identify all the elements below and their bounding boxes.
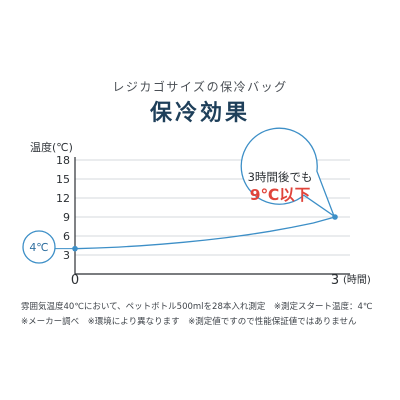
y-tick-label-12: 12 xyxy=(56,192,70,205)
start-callout-label: 4℃ xyxy=(29,241,48,254)
start-callout: 4℃ xyxy=(22,230,75,264)
end-callout-label-line1: 3時間後でも xyxy=(248,170,313,184)
x-tick-label-0: 0 xyxy=(71,273,79,288)
y-tick-label-15: 15 xyxy=(56,173,70,186)
y-tick-label-6: 6 xyxy=(63,230,70,243)
y-tick-labels: 3 6 9 12 15 18 xyxy=(56,154,70,262)
start-callout-bubble xyxy=(22,230,56,264)
series-line xyxy=(74,216,336,250)
temperature-chart: 3 6 9 12 15 18 温度(℃) 0 3 (時間) 4℃ 3時間後でも 9℃以下 xyxy=(22,127,371,288)
x-axis-unit: (時間) xyxy=(343,274,371,286)
footnote-line-1: 雰囲気温度40℃において、ペットボトル500mlを28本入れ測定 ※測定スタート… xyxy=(21,302,373,312)
footnote-line-2: ※メーカー調べ ※環境により異なります ※測定値ですので性能保証値ではありません xyxy=(21,317,357,327)
y-axis-label: 温度(℃) xyxy=(30,140,73,154)
end-callout-bubble xyxy=(240,127,336,218)
chart-title: 保冷効果 xyxy=(149,101,250,126)
x-tick-label-3: 3 xyxy=(331,273,339,288)
grid-lines xyxy=(75,159,350,256)
chart-subtitle: レジカゴサイズの保冷バッグ xyxy=(112,80,288,94)
end-callout-label-line2: 9℃以下 xyxy=(250,186,311,204)
footnotes: 雰囲気温度40℃において、ペットボトル500mlを28本入れ測定 ※測定スタート… xyxy=(21,300,391,330)
y-tick-label-3: 3 xyxy=(63,249,70,262)
end-callout: 3時間後でも 9℃以下 xyxy=(240,127,336,218)
y-tick-label-18: 18 xyxy=(56,154,70,167)
y-tick-label-9: 9 xyxy=(63,211,70,224)
